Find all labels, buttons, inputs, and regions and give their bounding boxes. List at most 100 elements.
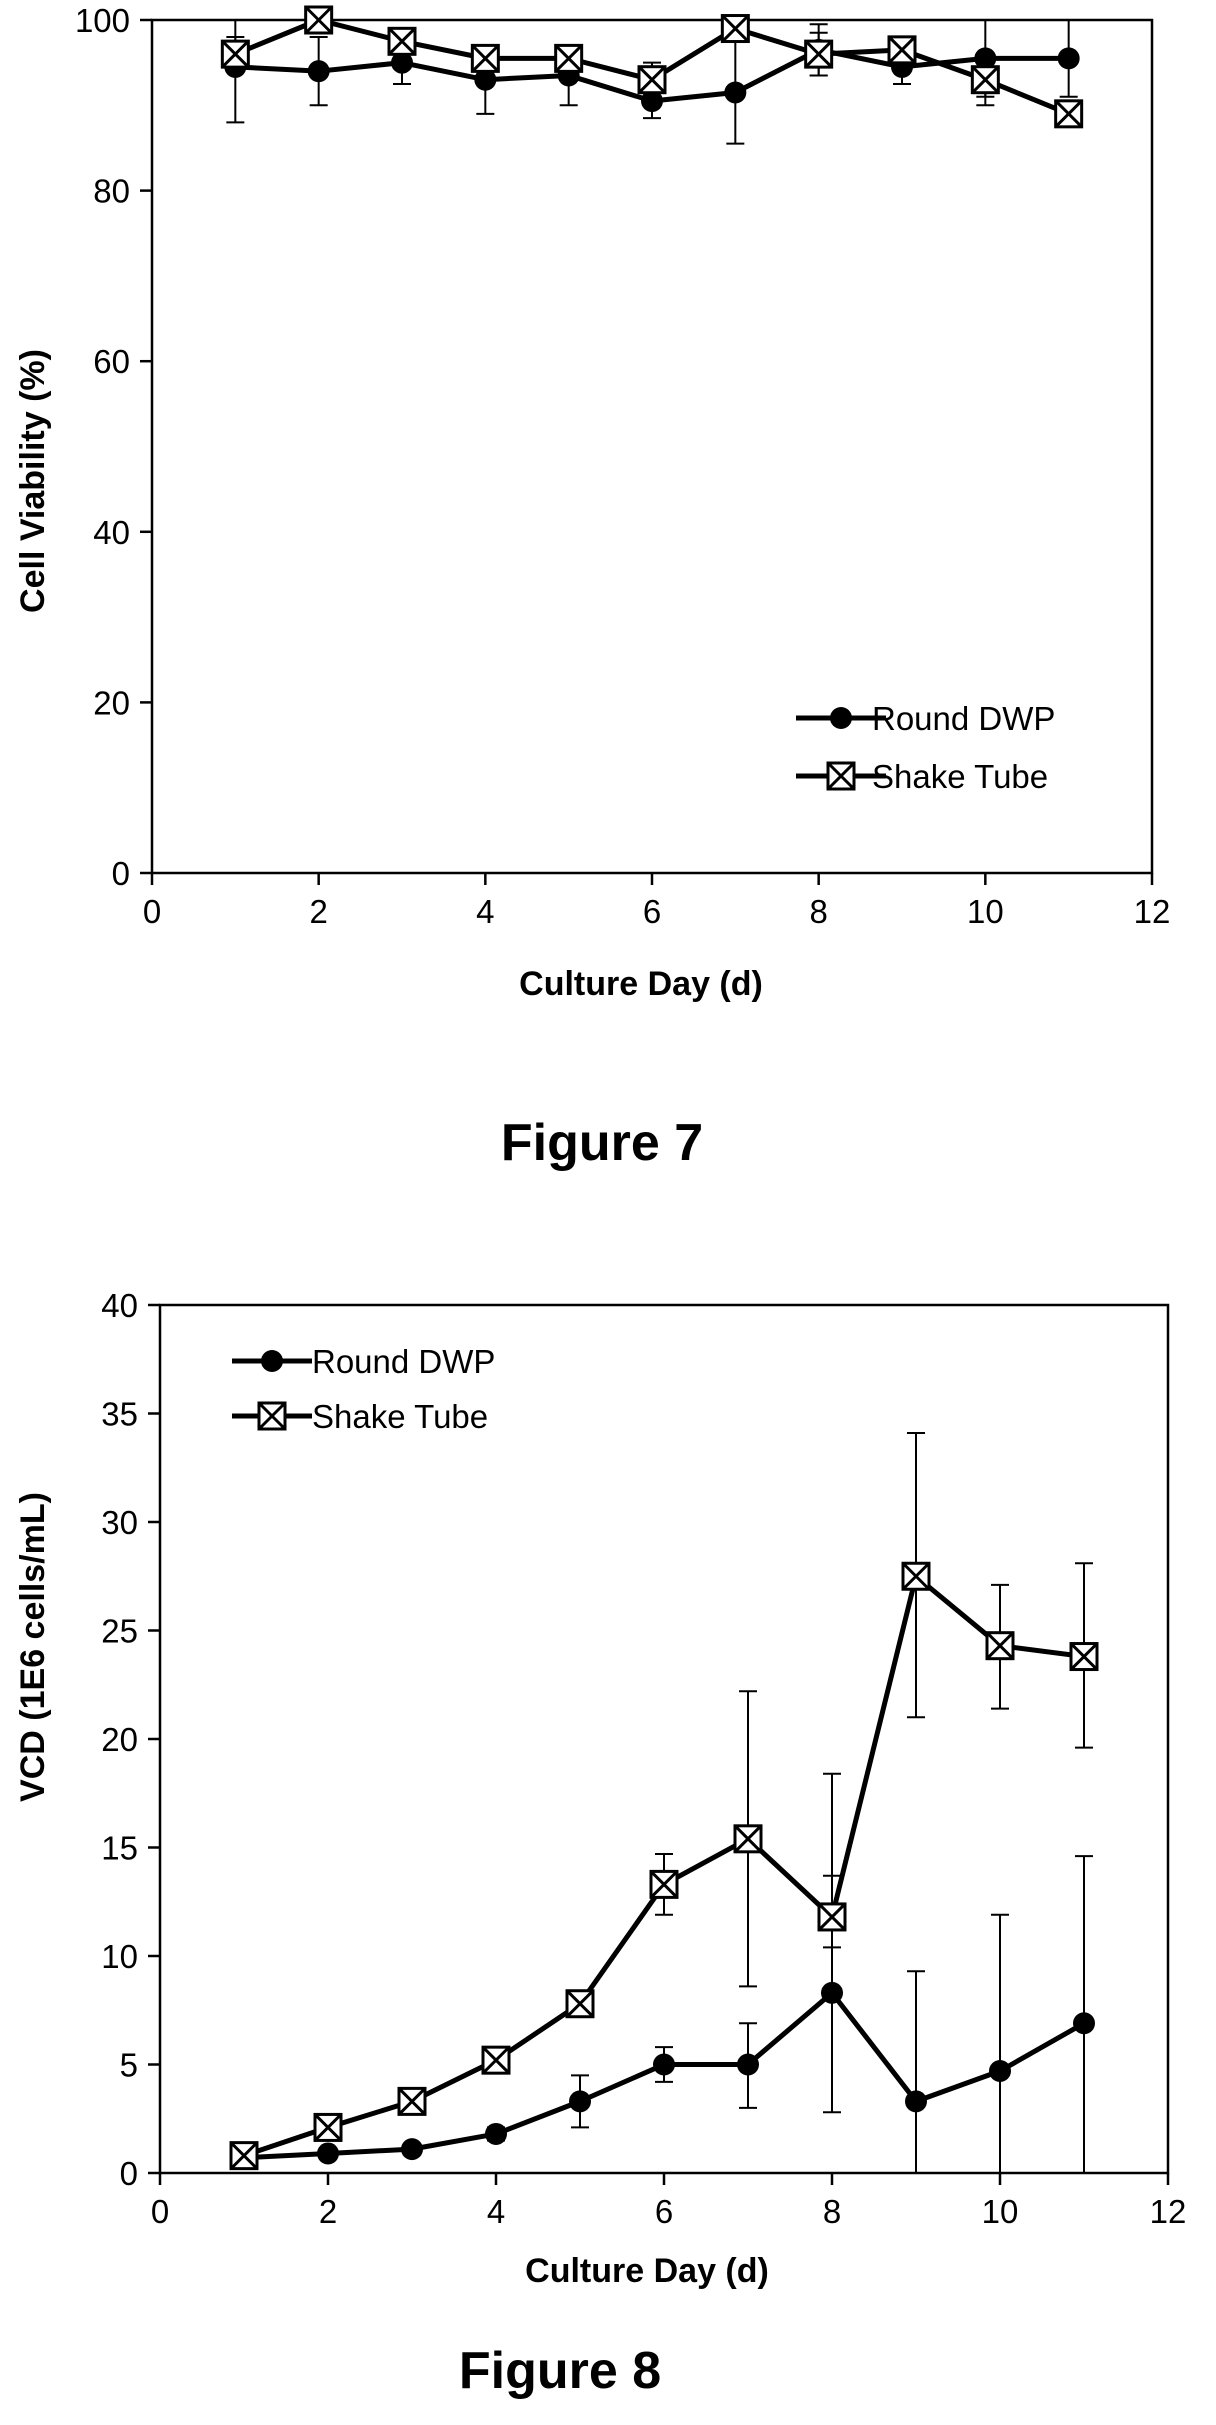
data-point-shake-tube bbox=[565, 1989, 595, 2019]
data-point-shake-tube bbox=[826, 761, 856, 791]
marker-cross bbox=[229, 2141, 259, 2170]
y-tick-label: 60 bbox=[93, 343, 130, 380]
marker-cross bbox=[817, 1902, 847, 1932]
data-point-shake-tube bbox=[481, 2045, 511, 2075]
legend: Round DWP Shake Tube bbox=[232, 1343, 495, 1435]
marker-cross bbox=[721, 14, 750, 43]
data-point-shake-tube bbox=[1069, 1642, 1099, 1672]
y-tick-label: 0 bbox=[120, 2155, 138, 2192]
viability-chart: Culture Day (d) Cell Viability (%) 0 2 4 6 8… bbox=[14, 2, 1170, 1003]
x-tick-label: 10 bbox=[982, 2193, 1019, 2230]
data-point-round-dwp bbox=[974, 47, 997, 70]
data-point-shake-tube bbox=[313, 2112, 343, 2142]
data-point-round-dwp bbox=[401, 2138, 423, 2161]
marker-cross bbox=[565, 1989, 595, 2018]
y-tick-label: 40 bbox=[93, 514, 130, 551]
data-point-round-dwp bbox=[261, 1350, 283, 1372]
x-tick-label: 0 bbox=[151, 2193, 169, 2230]
legend: Round DWP Shake Tube bbox=[796, 700, 1055, 795]
data-point-shake-tube bbox=[637, 65, 667, 95]
data-point-round-dwp bbox=[391, 51, 413, 74]
marker-cross bbox=[985, 1631, 1015, 1660]
legend-label: Shake Tube bbox=[872, 758, 1048, 795]
legend-item: Shake Tube bbox=[232, 1398, 488, 1435]
x-tick-label: 8 bbox=[823, 2193, 841, 2230]
data-point-round-dwp bbox=[737, 2053, 759, 2076]
data-point-shake-tube bbox=[901, 1561, 931, 1591]
data-point-round-dwp bbox=[569, 2090, 591, 2113]
data-point-shake-tube bbox=[470, 43, 500, 73]
data-point-round-dwp bbox=[474, 68, 497, 91]
marker-cross bbox=[1054, 99, 1083, 128]
data-point-shake-tube bbox=[1054, 99, 1084, 129]
marker-cross bbox=[304, 5, 333, 35]
data-point-round-dwp bbox=[317, 2142, 339, 2165]
marker-cross bbox=[481, 2046, 511, 2075]
y-tick-label: 25 bbox=[101, 1613, 138, 1650]
marker-cross bbox=[887, 35, 917, 64]
y-tick-label: 0 bbox=[112, 855, 130, 892]
x-tick-label: 12 bbox=[1134, 893, 1171, 930]
data-point-shake-tube bbox=[397, 2086, 427, 2116]
x-tick-label: 2 bbox=[309, 893, 327, 930]
data-point-round-dwp bbox=[485, 2122, 507, 2145]
x-axis-title: Culture Day (d) bbox=[519, 965, 763, 1003]
legend-label: Round DWP bbox=[312, 1343, 495, 1380]
data-point-round-dwp bbox=[830, 707, 852, 729]
data-point-round-dwp bbox=[724, 81, 747, 104]
error-bar bbox=[907, 1970, 925, 2173]
data-point-round-dwp bbox=[1073, 2012, 1095, 2035]
data-point-shake-tube bbox=[304, 5, 334, 35]
data-point-shake-tube bbox=[720, 14, 750, 44]
y-tick-label: 30 bbox=[101, 1504, 138, 1541]
y-axis-title: VCD (1E6 cells/mL) bbox=[14, 1492, 52, 1802]
marker-cross bbox=[733, 1824, 763, 1853]
data-point-round-dwp bbox=[821, 1981, 843, 2004]
marker-cross bbox=[221, 40, 250, 69]
marker-cross bbox=[649, 1870, 679, 1899]
data-point-shake-tube bbox=[970, 65, 1000, 95]
plot-frame bbox=[150, 18, 1154, 875]
data-point-shake-tube bbox=[733, 1824, 763, 1854]
marker-cross bbox=[257, 1401, 287, 1431]
data-point-round-dwp bbox=[641, 90, 663, 113]
legend-item: Shake Tube bbox=[796, 758, 1048, 795]
y-tick-label: 20 bbox=[101, 1721, 138, 1758]
x-tick-label: 6 bbox=[655, 2193, 673, 2230]
data-point-shake-tube bbox=[817, 1902, 847, 1932]
marker-cross bbox=[804, 40, 833, 69]
y-tick-label: 15 bbox=[101, 1830, 138, 1867]
x-tick-label: 6 bbox=[643, 893, 661, 930]
legend-label: Round DWP bbox=[872, 700, 1055, 737]
vcd-chart: Culture Day (d) VCD (1E6 cells/mL) 0 2 4 6 8… bbox=[14, 1287, 1186, 2290]
figure-7-caption: Figure 7 bbox=[501, 1114, 703, 1172]
data-point-round-dwp bbox=[905, 2090, 927, 2113]
x-tick-label: 4 bbox=[487, 2193, 505, 2230]
marker-cross bbox=[313, 2113, 343, 2142]
marker-cross bbox=[387, 27, 417, 56]
legend-label: Shake Tube bbox=[312, 1398, 488, 1435]
legend-item: Round DWP bbox=[796, 700, 1055, 737]
data-point-shake-tube bbox=[554, 43, 584, 73]
y-tick-label: 5 bbox=[120, 2047, 138, 2084]
data-point-round-dwp bbox=[653, 2053, 675, 2076]
y-tick-label: 35 bbox=[101, 1396, 138, 1433]
data-point-round-dwp bbox=[989, 2060, 1011, 2083]
marker-cross bbox=[1069, 1642, 1099, 1671]
x-axis-title: Culture Day (d) bbox=[525, 2252, 769, 2290]
x-tick-label: 10 bbox=[967, 893, 1004, 930]
data-point-shake-tube bbox=[257, 1401, 287, 1431]
data-point-shake-tube bbox=[387, 26, 417, 56]
y-tick-label: 40 bbox=[101, 1287, 138, 1324]
data-point-shake-tube bbox=[804, 39, 834, 69]
y-tick-label: 100 bbox=[75, 2, 130, 39]
marker-cross bbox=[637, 65, 667, 94]
y-tick-label: 10 bbox=[101, 1938, 138, 1975]
x-tick-label: 4 bbox=[476, 893, 494, 930]
figure-8-caption: Figure 8 bbox=[459, 2342, 661, 2400]
data-point-shake-tube bbox=[220, 39, 250, 69]
marker-cross bbox=[554, 44, 583, 73]
marker-cross bbox=[826, 761, 856, 791]
y-axis-title: Cell Viability (%) bbox=[14, 349, 52, 613]
